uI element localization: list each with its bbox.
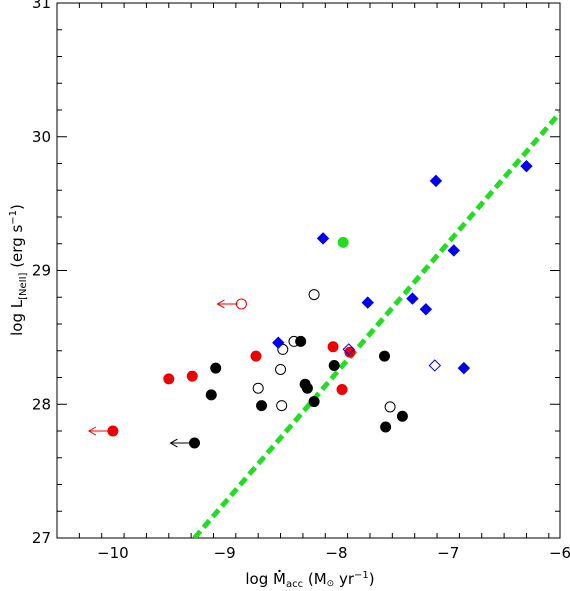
x-axis-label-sub: acc: [286, 579, 303, 590]
y-tick-label: 28: [32, 395, 51, 413]
mdot-accent: [278, 569, 281, 573]
x-axis-label-close: ): [369, 570, 375, 588]
open-diamond-point: [428, 359, 442, 372]
x-tick-label: −8: [325, 544, 347, 562]
open-circle-point: [252, 382, 264, 394]
y-axis-label-sub: [NeII]: [18, 272, 29, 299]
open-circle-point: [276, 400, 288, 412]
filled-diamond-point: [406, 292, 419, 305]
filled-circle-point: [380, 421, 392, 433]
data-points: [107, 159, 533, 449]
x-tick-label: −6: [549, 544, 570, 562]
filled-circle-point: [396, 410, 408, 422]
x-axis-label: log Macc (M⊙ yr−1): [245, 570, 374, 590]
filled-diamond-point: [361, 296, 374, 309]
x-axis-label-mdot: M: [273, 570, 286, 588]
filled-diamond-point: [457, 361, 471, 375]
upper-limit-arrows: [87, 299, 238, 448]
plot-frame: [56, 2, 561, 539]
filled-diamond-point: [447, 244, 461, 257]
filled-circle-point: [328, 359, 340, 371]
filled-diamond-point: [272, 336, 285, 349]
filled-diamond-point: [316, 232, 330, 245]
upper-limit-arrow-head: [216, 299, 225, 309]
filled-circle-point: [163, 373, 175, 385]
y-axis-label-exp: −1: [8, 210, 19, 225]
filled-diamond-point: [520, 159, 533, 173]
open-circle-point: [235, 298, 247, 310]
x-axis-label-yr: yr: [334, 570, 355, 588]
filled-circle-point: [188, 437, 200, 449]
x-axis-label-sun: ⊙: [327, 579, 335, 589]
axis-ticks: [56, 2, 560, 539]
filled-circle-point: [250, 350, 262, 362]
filled-circle-point: [205, 389, 217, 401]
filled-circle-point: [327, 341, 339, 353]
x-tick-labels: −10 −9 −8 −7 −6: [97, 544, 570, 562]
y-tick-label: 27: [32, 529, 51, 547]
upper-limit-arrow-head: [169, 438, 178, 448]
filled-circle-point: [337, 236, 349, 248]
open-circle-point: [308, 289, 320, 301]
fit-line: [192, 111, 560, 538]
fit-line-group: [192, 111, 560, 538]
filled-circle-point: [186, 370, 198, 382]
filled-circle-point: [344, 346, 356, 358]
y-tick-labels: 27 28 29 30 31: [32, 0, 51, 547]
y-axis-label: log L[NeII] (erg s−1): [8, 204, 29, 336]
open-circle-point: [384, 401, 396, 413]
filled-circle-point: [107, 425, 119, 437]
filled-circle-point: [210, 362, 222, 374]
open-diamond-point: [342, 343, 355, 356]
y-tick-label: 31: [32, 0, 51, 12]
x-axis-label-prefix: log: [245, 570, 273, 588]
x-axis-label-units: (M: [303, 570, 327, 588]
x-axis-label-exp: −1: [354, 570, 369, 581]
x-tick-label: −7: [437, 544, 459, 562]
filled-circle-point: [308, 396, 320, 408]
upper-limit-arrow-head: [87, 426, 97, 436]
y-tick-label: 29: [32, 262, 51, 280]
y-tick-label: 30: [32, 128, 51, 146]
x-tick-label: −10: [97, 544, 129, 562]
open-circle-point: [275, 363, 287, 375]
x-tick-label: −9: [214, 544, 236, 562]
y-axis-label-units: (erg s: [8, 225, 26, 273]
y-axis-label-prefix: log L: [8, 299, 26, 336]
filled-circle-point: [256, 400, 268, 412]
filled-diamond-point: [429, 174, 443, 188]
open-circle-point: [288, 335, 300, 347]
filled-circle-point: [301, 382, 313, 394]
filled-circle-point: [379, 350, 391, 362]
y-axis-label-close: ): [8, 204, 26, 210]
filled-diamond-point: [419, 303, 433, 316]
filled-circle-point: [336, 384, 348, 396]
